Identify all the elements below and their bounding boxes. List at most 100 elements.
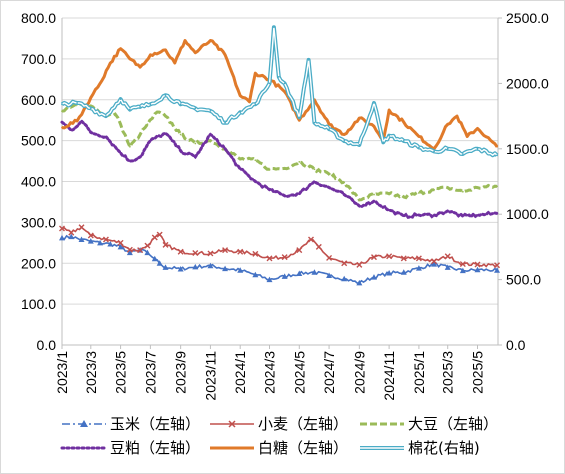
data-point — [496, 212, 498, 215]
x-tick-label: 2023/5 — [113, 351, 129, 394]
data-point — [105, 115, 107, 117]
x-tick-label: 2024/7 — [321, 351, 337, 394]
data-point — [89, 131, 92, 134]
data-point — [313, 121, 316, 124]
data-point — [358, 117, 361, 120]
data-point — [156, 260, 163, 266]
data-point — [476, 147, 479, 150]
series-line — [61, 102, 498, 202]
data-point — [358, 143, 361, 146]
series-line — [61, 226, 498, 268]
data-point — [146, 123, 149, 126]
data-point — [119, 151, 122, 154]
data-point — [298, 119, 301, 122]
data-point — [283, 82, 286, 85]
x-tick-label: 2024/11 — [381, 351, 397, 401]
data-point — [296, 270, 303, 276]
data-point — [114, 113, 117, 115]
data-point — [388, 134, 391, 137]
data-point — [283, 90, 286, 93]
data-point — [315, 243, 322, 250]
series-line — [61, 39, 499, 151]
data-point — [239, 168, 242, 171]
data-point — [388, 109, 391, 111]
data-point — [179, 103, 182, 106]
data-point — [59, 225, 65, 232]
y-left-tick-label: 100.0 — [21, 296, 56, 312]
data-point — [446, 147, 449, 150]
data-point — [192, 263, 199, 270]
data-point — [162, 264, 169, 270]
data-point — [184, 39, 186, 42]
data-point — [117, 243, 124, 250]
data-point — [237, 267, 244, 273]
series-layer — [59, 25, 501, 286]
data-point — [307, 58, 310, 61]
y-left-tick-label: 600.0 — [21, 92, 56, 108]
data-point — [459, 267, 466, 274]
legend-label: 玉米（左轴） — [110, 415, 200, 433]
legend-label: 豆粕（左轴） — [110, 439, 200, 457]
data-point — [358, 205, 361, 207]
data-point — [461, 190, 464, 193]
data-point — [61, 126, 63, 129]
data-point — [308, 236, 314, 243]
y-left-tick-label: 0.0 — [37, 337, 57, 353]
data-point — [373, 102, 375, 104]
data-point — [459, 261, 466, 268]
y-right-tick-label: 1000.0 — [506, 206, 549, 222]
data-point — [207, 250, 214, 257]
legend-label: 大豆（左轴） — [408, 415, 498, 433]
data-point — [68, 233, 75, 240]
data-point — [105, 135, 107, 138]
data-point — [89, 107, 92, 110]
data-point — [370, 254, 377, 261]
legend-item-2: 大豆（左轴） — [360, 415, 498, 433]
data-point — [194, 51, 197, 54]
data-point — [313, 168, 316, 171]
legend-label: 白糖（左轴） — [258, 439, 348, 457]
data-point — [402, 140, 405, 142]
legend: 玉米（左轴） 小麦（左轴） 大豆（左轴） 豆粕（左轴） 白糖（左轴） 棉花(右轴) — [60, 415, 498, 457]
data-point — [224, 121, 226, 124]
data-point — [402, 196, 405, 198]
data-point — [89, 96, 92, 99]
data-point — [162, 241, 169, 248]
data-point — [388, 192, 391, 195]
data-point — [128, 160, 131, 162]
data-point — [328, 123, 330, 126]
data-point — [61, 103, 63, 106]
data-point — [179, 149, 182, 152]
data-point — [76, 120, 79, 122]
data-point — [237, 248, 244, 255]
data-point — [119, 123, 122, 126]
data-point — [177, 265, 184, 272]
data-point — [59, 234, 65, 241]
y-right-tick-label: 1500.0 — [506, 141, 549, 157]
data-point — [78, 224, 85, 231]
x-tick-label: 2023/7 — [142, 351, 158, 394]
data-point — [248, 100, 251, 103]
data-point — [78, 236, 85, 243]
data-point — [296, 247, 303, 254]
data-point — [444, 264, 451, 270]
data-point — [343, 140, 346, 142]
data-point — [128, 145, 131, 148]
series-line-inner — [61, 26, 498, 156]
data-point — [496, 185, 498, 188]
data-point — [149, 53, 152, 56]
data-point — [194, 142, 197, 145]
series-line — [60, 118, 499, 219]
x-tick-label: 2023/3 — [83, 351, 99, 394]
data-point — [102, 236, 109, 243]
data-point — [298, 116, 301, 119]
data-point — [415, 265, 422, 271]
axes — [61, 17, 502, 349]
data-point — [400, 255, 407, 262]
y-right-tick-label: 0.0 — [506, 337, 526, 353]
data-point — [164, 48, 167, 51]
y-right-tick-label: 2500.0 — [506, 10, 549, 26]
legend-item-5: 棉花(右轴) — [360, 439, 480, 457]
data-point — [461, 215, 464, 218]
